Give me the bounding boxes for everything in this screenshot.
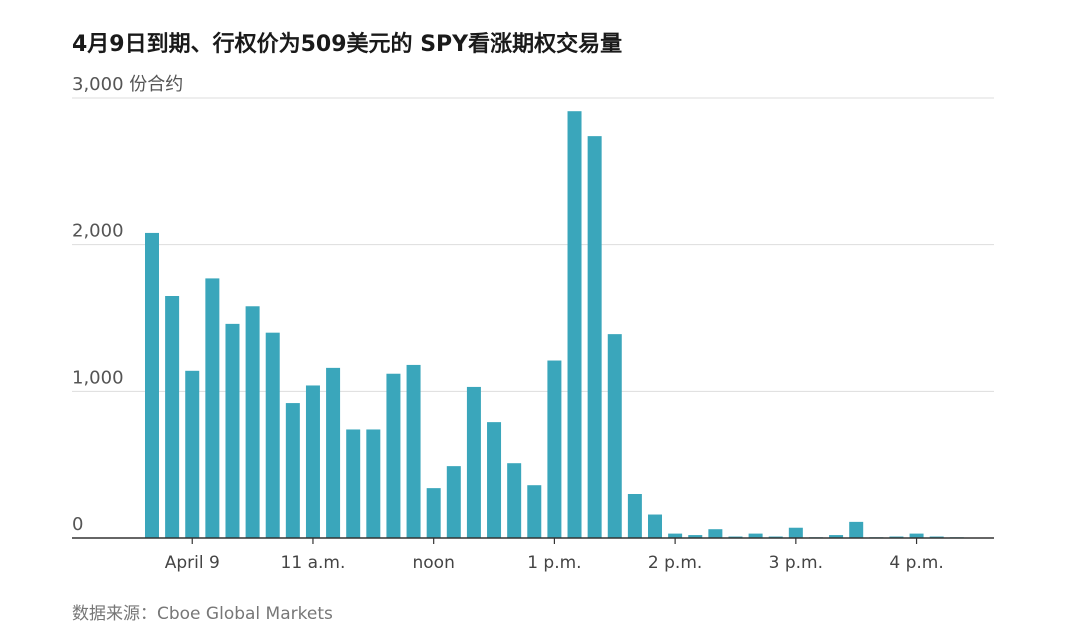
bar bbox=[446, 466, 461, 538]
x-tick-label: noon bbox=[413, 553, 455, 573]
bar bbox=[165, 296, 180, 538]
bar bbox=[567, 111, 582, 538]
x-tick-label: 4 p.m. bbox=[889, 553, 943, 573]
bar bbox=[326, 367, 341, 538]
bar bbox=[245, 306, 260, 538]
tick-labels: 0 1,000 2,000 3,000 份合约 April 9 11 a.m. noon 1 … bbox=[72, 74, 944, 573]
bar bbox=[708, 529, 723, 538]
bar bbox=[668, 533, 683, 538]
bar bbox=[547, 360, 562, 538]
bar bbox=[849, 521, 864, 538]
source-note: 数据来源：Cboe Global Markets bbox=[72, 604, 333, 624]
bar bbox=[265, 332, 280, 538]
bars bbox=[145, 111, 964, 538]
bar bbox=[406, 364, 421, 538]
bar bbox=[587, 136, 602, 538]
bar bbox=[205, 278, 220, 538]
axes bbox=[72, 537, 994, 544]
bar bbox=[648, 514, 662, 538]
y-tick-label: 1,000 bbox=[72, 367, 124, 388]
x-tick-label: April 9 bbox=[165, 553, 220, 573]
x-tick-label: 3 p.m. bbox=[769, 553, 823, 573]
x-tick-label: 11 a.m. bbox=[281, 553, 346, 573]
bar bbox=[346, 429, 361, 538]
bar bbox=[426, 488, 441, 538]
bar bbox=[788, 527, 803, 538]
bar bbox=[607, 334, 622, 538]
bar bbox=[466, 386, 481, 538]
bar bbox=[366, 429, 381, 538]
bar bbox=[507, 463, 522, 538]
bar bbox=[145, 232, 159, 538]
bar bbox=[285, 403, 300, 538]
bar bbox=[386, 373, 401, 538]
bar bbox=[185, 370, 200, 538]
x-tick-label: 1 p.m. bbox=[527, 553, 581, 573]
bar bbox=[748, 533, 763, 538]
y-tick-label: 2,000 bbox=[72, 221, 124, 242]
y-tick-label: 0 bbox=[72, 514, 83, 535]
bar bbox=[487, 422, 502, 538]
bar bbox=[627, 494, 642, 538]
bar bbox=[909, 533, 924, 538]
chart-title: 4月9日到期、行权价为509美元的 SPY看涨期权交易量 bbox=[72, 32, 623, 57]
bar bbox=[688, 535, 703, 538]
bar bbox=[527, 485, 542, 538]
bar bbox=[225, 323, 240, 538]
y-tick-label: 3,000 份合约 bbox=[72, 74, 183, 95]
bar bbox=[829, 535, 844, 538]
x-tick-label: 2 p.m. bbox=[648, 553, 702, 573]
bar bbox=[305, 385, 320, 538]
